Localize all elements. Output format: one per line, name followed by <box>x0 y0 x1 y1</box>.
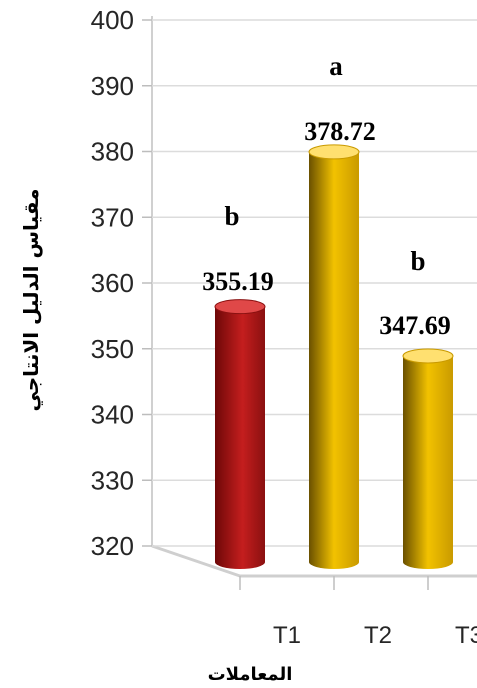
y-tick-label: 390 <box>91 71 134 101</box>
bar-body <box>215 306 265 569</box>
bar-body <box>309 151 359 569</box>
bar-T2 <box>308 144 360 569</box>
y-tick-label: 360 <box>91 268 134 298</box>
y-tick-label: 370 <box>91 202 134 232</box>
bar-body <box>403 355 453 569</box>
bar-top <box>402 348 454 364</box>
data-label: 347.69 <box>379 311 451 340</box>
y-tick-label: 350 <box>91 334 134 364</box>
significance-letter: b <box>224 201 239 231</box>
y-tick-label: 330 <box>91 465 134 495</box>
bar-top <box>308 144 360 160</box>
data-labels: 355.19 378.72 347.69 b a b <box>202 51 451 340</box>
x-axis-title: المعاملات <box>208 664 293 685</box>
y-tick-label: 380 <box>91 137 134 167</box>
floor-left-edge <box>151 544 241 578</box>
y-axis-title: مقياس الدليل الانتاجي <box>19 189 44 412</box>
y-tick-label: 320 <box>91 531 134 561</box>
y-axis-ticks: 320 330 340 350 360 370 380 390 400 <box>91 5 152 561</box>
x-category-label: T1 <box>273 622 301 649</box>
significance-letter: b <box>410 246 425 276</box>
bars <box>214 144 454 569</box>
bar-top <box>214 299 266 315</box>
y-tick-label: 340 <box>91 400 134 430</box>
bar-T1 <box>214 299 266 569</box>
y-tick-label: 400 <box>91 5 134 35</box>
x-category-label: T2 <box>364 622 392 649</box>
bar-T3 <box>402 348 454 569</box>
data-label: 378.72 <box>304 117 376 146</box>
x-axis-categories: T1 T2 T3 <box>239 576 477 649</box>
plot-walls <box>151 16 477 578</box>
x-category-label: T3 <box>455 622 477 649</box>
data-label: 355.19 <box>202 267 274 296</box>
significance-letter: a <box>329 51 343 81</box>
